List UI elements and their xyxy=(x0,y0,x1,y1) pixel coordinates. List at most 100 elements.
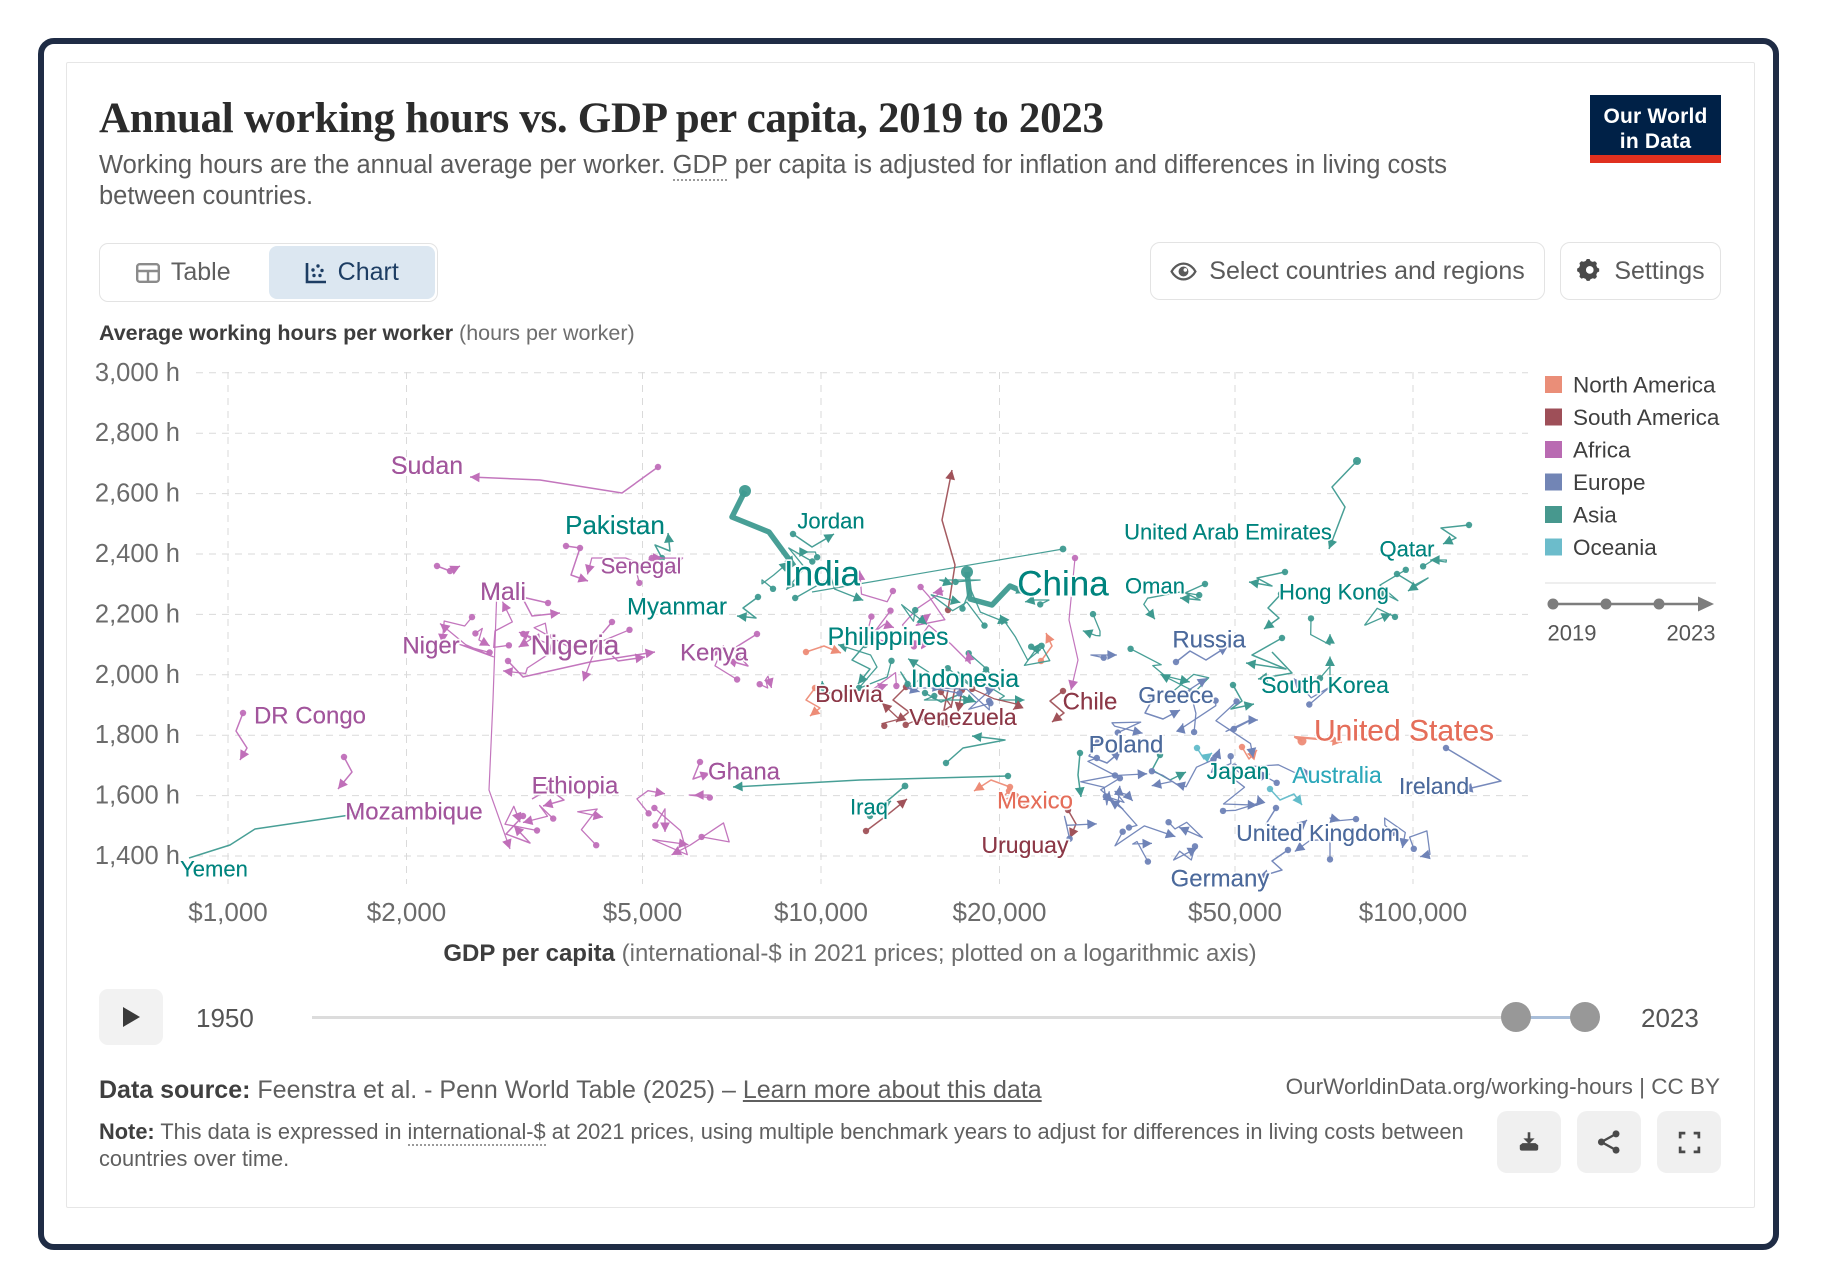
svg-text:Mali: Mali xyxy=(480,578,526,606)
svg-text:Hong Kong: Hong Kong xyxy=(1279,580,1389,605)
svg-text:Chile: Chile xyxy=(1063,689,1118,716)
svg-text:Russia: Russia xyxy=(1172,627,1246,654)
svg-text:Mozambique: Mozambique xyxy=(345,799,482,826)
svg-text:Kenya: Kenya xyxy=(680,640,749,667)
svg-text:Oman: Oman xyxy=(1125,574,1185,599)
svg-text:2023: 2023 xyxy=(1667,621,1716,646)
svg-text:1,800 h: 1,800 h xyxy=(95,721,180,749)
svg-text:Yemen: Yemen xyxy=(180,857,248,882)
svg-text:Japan: Japan xyxy=(1207,758,1270,784)
svg-text:Qatar: Qatar xyxy=(1379,537,1434,562)
svg-text:Japan: Japan xyxy=(1207,758,1270,784)
svg-text:China: China xyxy=(1017,565,1109,604)
svg-text:Nigeria: Nigeria xyxy=(531,630,620,661)
svg-text:Senegal: Senegal xyxy=(601,554,682,579)
svg-text:United Arab Emirates: United Arab Emirates xyxy=(1124,520,1332,545)
svg-text:Qatar: Qatar xyxy=(1379,537,1434,562)
svg-text:Africa: Africa xyxy=(1573,438,1631,463)
svg-text:Myanmar: Myanmar xyxy=(627,594,727,621)
svg-text:Germany: Germany xyxy=(1171,866,1270,893)
svg-text:Australia: Australia xyxy=(1292,762,1382,788)
svg-text:Oceania: Oceania xyxy=(1573,535,1657,560)
svg-text:Niger: Niger xyxy=(402,633,459,660)
svg-text:Philippines: Philippines xyxy=(828,623,949,651)
svg-text:Ireland: Ireland xyxy=(1399,773,1469,799)
svg-text:$100,000: $100,000 xyxy=(1359,897,1467,927)
svg-text:Indonesia: Indonesia xyxy=(911,665,1020,693)
svg-text:Greece: Greece xyxy=(1138,682,1213,708)
svg-text:China: China xyxy=(1017,565,1109,604)
svg-text:Germany: Germany xyxy=(1171,866,1270,893)
svg-text:India: India xyxy=(784,555,860,594)
svg-text:South America: South America xyxy=(1573,405,1720,430)
svg-text:Iraq: Iraq xyxy=(850,795,888,820)
svg-text:DR Congo: DR Congo xyxy=(254,703,366,730)
svg-text:United States: United States xyxy=(1314,715,1494,748)
svg-text:United Arab Emirates: United Arab Emirates xyxy=(1124,520,1332,545)
svg-text:3,000 h: 3,000 h xyxy=(95,359,180,387)
svg-text:$20,000: $20,000 xyxy=(953,897,1047,927)
svg-text:Mali: Mali xyxy=(480,578,526,606)
svg-text:Mexico: Mexico xyxy=(997,788,1073,815)
svg-text:Ethiopia: Ethiopia xyxy=(532,773,619,800)
svg-text:Mozambique: Mozambique xyxy=(345,799,482,826)
svg-text:Senegal: Senegal xyxy=(601,554,682,579)
svg-text:Asia: Asia xyxy=(1573,503,1617,528)
svg-text:Pakistan: Pakistan xyxy=(565,510,665,540)
svg-text:Chile: Chile xyxy=(1063,689,1118,716)
svg-text:$50,000: $50,000 xyxy=(1188,897,1282,927)
svg-text:Ghana: Ghana xyxy=(708,759,781,786)
svg-text:Ghana: Ghana xyxy=(708,759,781,786)
svg-text:Poland: Poland xyxy=(1089,732,1164,759)
svg-text:Philippines: Philippines xyxy=(828,623,949,651)
svg-text:United Kingdom: United Kingdom xyxy=(1236,820,1400,846)
svg-text:Oman: Oman xyxy=(1125,574,1185,599)
svg-text:$2,000: $2,000 xyxy=(367,897,447,927)
svg-text:Kenya: Kenya xyxy=(680,640,749,667)
svg-text:$5,000: $5,000 xyxy=(603,897,683,927)
svg-text:Niger: Niger xyxy=(402,633,459,660)
svg-text:DR Congo: DR Congo xyxy=(254,703,366,730)
svg-text:Nigeria: Nigeria xyxy=(531,630,620,661)
svg-text:Europe: Europe xyxy=(1573,470,1646,495)
svg-text:Venezuela: Venezuela xyxy=(909,704,1017,730)
svg-text:Uruguay: Uruguay xyxy=(982,832,1069,858)
svg-text:Venezuela: Venezuela xyxy=(909,704,1017,730)
svg-text:Jordan: Jordan xyxy=(797,509,864,534)
svg-text:Poland: Poland xyxy=(1089,732,1164,759)
svg-text:Sudan: Sudan xyxy=(391,452,463,480)
svg-text:1,400 h: 1,400 h xyxy=(95,842,180,870)
svg-text:United Kingdom: United Kingdom xyxy=(1236,820,1400,846)
svg-text:North America: North America xyxy=(1573,373,1716,398)
svg-text:2,600 h: 2,600 h xyxy=(95,480,180,508)
svg-text:Indonesia: Indonesia xyxy=(911,665,1020,693)
svg-text:Russia: Russia xyxy=(1172,627,1246,654)
svg-text:South Korea: South Korea xyxy=(1261,672,1389,698)
svg-text:2,400 h: 2,400 h xyxy=(95,540,180,568)
svg-text:Pakistan: Pakistan xyxy=(565,510,665,540)
svg-text:2,000 h: 2,000 h xyxy=(95,661,180,689)
svg-text:Bolivia: Bolivia xyxy=(815,681,883,707)
svg-text:South Korea: South Korea xyxy=(1261,672,1389,698)
svg-text:Mexico: Mexico xyxy=(997,788,1073,815)
svg-text:1,600 h: 1,600 h xyxy=(95,782,180,810)
svg-text:Iraq: Iraq xyxy=(850,795,888,820)
svg-text:Myanmar: Myanmar xyxy=(627,594,727,621)
svg-text:Yemen: Yemen xyxy=(180,857,248,882)
svg-text:2019: 2019 xyxy=(1548,621,1597,646)
svg-text:India: India xyxy=(784,555,860,594)
svg-text:United States: United States xyxy=(1314,715,1494,748)
svg-text:Sudan: Sudan xyxy=(391,452,463,480)
svg-text:$10,000: $10,000 xyxy=(774,897,868,927)
svg-text:Greece: Greece xyxy=(1138,682,1213,708)
svg-text:Australia: Australia xyxy=(1292,762,1382,788)
svg-text:$1,000: $1,000 xyxy=(188,897,268,927)
svg-text:Ethiopia: Ethiopia xyxy=(532,773,619,800)
svg-text:2,200 h: 2,200 h xyxy=(95,600,180,628)
svg-text:Bolivia: Bolivia xyxy=(815,681,883,707)
svg-text:Jordan: Jordan xyxy=(797,509,864,534)
svg-text:Ireland: Ireland xyxy=(1399,773,1469,799)
svg-text:Uruguay: Uruguay xyxy=(982,832,1069,858)
svg-text:2,800 h: 2,800 h xyxy=(95,419,180,447)
svg-text:Hong Kong: Hong Kong xyxy=(1279,580,1389,605)
